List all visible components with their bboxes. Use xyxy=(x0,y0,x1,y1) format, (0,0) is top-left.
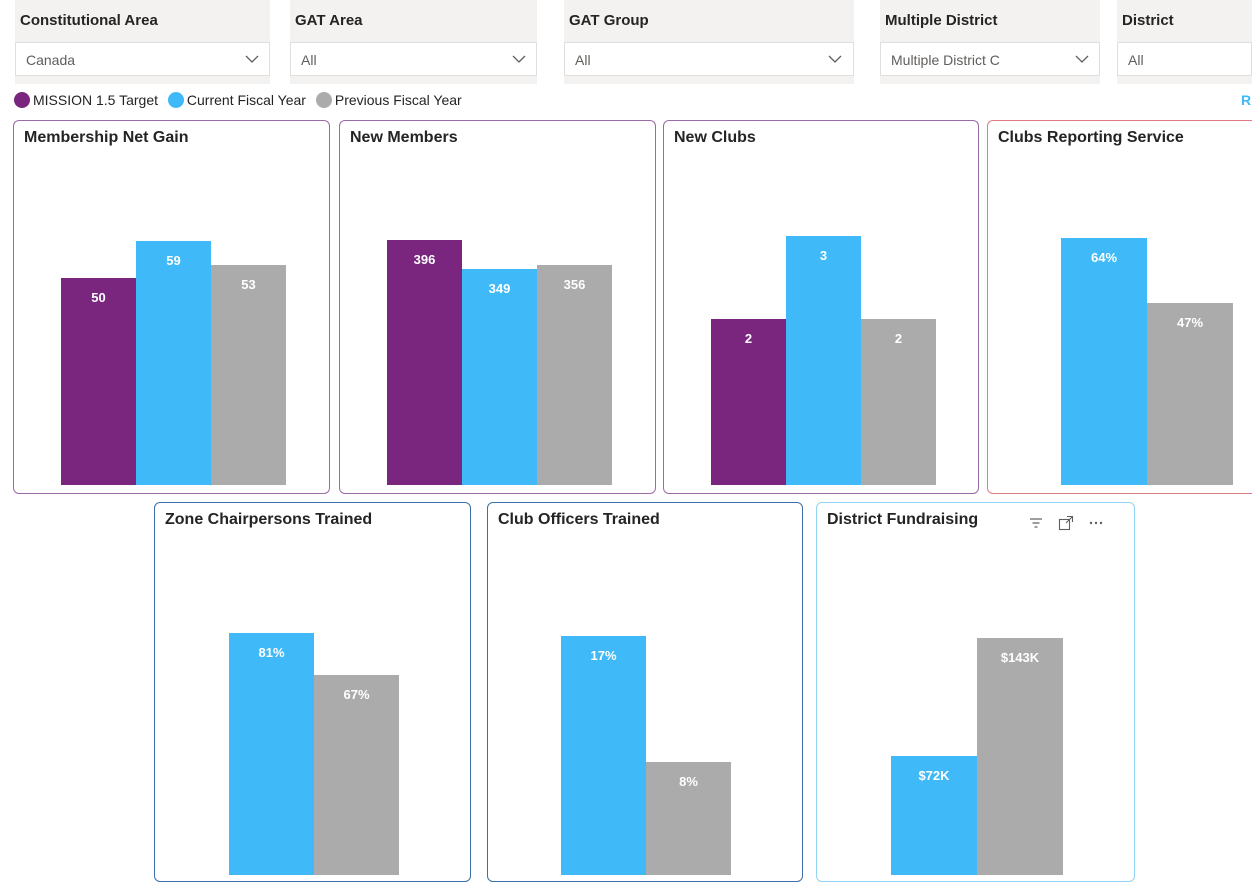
card-title: Membership Net Gain xyxy=(24,129,189,146)
legend-item-previous-fiscal-year[interactable]: Previous Fiscal Year xyxy=(315,92,462,108)
bar-previous-fy[interactable] xyxy=(537,265,612,485)
constitutional-area-dropdown[interactable]: Canada xyxy=(15,42,270,76)
bar-previous-fy[interactable] xyxy=(977,638,1063,875)
bar-current-fy[interactable] xyxy=(462,269,537,485)
filter-icon[interactable] xyxy=(1027,515,1045,531)
bar-data-label: 8% xyxy=(679,774,698,789)
card-title: Club Officers Trained xyxy=(498,511,660,528)
visual-header-toolbar xyxy=(1027,515,1105,531)
card-district-fundraising[interactable]: District Fundraising $72K $143K xyxy=(816,502,1135,882)
legend-dot-icon xyxy=(14,92,30,108)
card-zone-chairpersons-trained[interactable]: Zone Chairpersons Trained 81% 67% xyxy=(154,502,471,882)
bar-previous-fy[interactable] xyxy=(1147,303,1233,485)
bar-current-fy[interactable] xyxy=(891,756,977,875)
bar-current-fy[interactable] xyxy=(561,636,646,875)
card-new-clubs[interactable]: New Clubs 2 3 2 xyxy=(663,120,979,494)
slicer-selected-value: All xyxy=(575,52,591,68)
bar-data-label: $72K xyxy=(918,768,950,783)
bar-mission-target[interactable] xyxy=(387,240,462,485)
legend-label: Previous Fiscal Year xyxy=(334,92,462,108)
bar-data-label: 67% xyxy=(343,687,370,702)
bar-data-label: 356 xyxy=(563,277,586,292)
gat-group-dropdown[interactable]: All xyxy=(564,42,854,76)
legend-item-mission-target[interactable]: MISSION 1.5 Target xyxy=(14,92,158,108)
bar-previous-fy[interactable] xyxy=(646,762,731,875)
slicer-constitutional-area: Constitutional Area Canada xyxy=(15,0,270,84)
bar-current-fy[interactable] xyxy=(229,633,314,875)
bar-data-label: 17% xyxy=(590,648,617,663)
bar-data-label: 3 xyxy=(819,248,828,263)
chevron-down-icon xyxy=(1075,55,1089,63)
slicer-selected-value: Canada xyxy=(26,52,76,68)
legend-label: Current Fiscal Year xyxy=(186,92,306,108)
card-new-members[interactable]: New Members 396 349 356 xyxy=(339,120,656,494)
bar-current-fy[interactable] xyxy=(786,236,861,485)
bar-mission-target[interactable] xyxy=(61,278,136,485)
chevron-down-icon xyxy=(828,55,842,63)
slicer-multiple-district: Multiple District Multiple District C xyxy=(880,0,1100,84)
card-club-officers-trained[interactable]: Club Officers Trained 17% 8% xyxy=(487,502,803,882)
slicer-gat-group: GAT Group All xyxy=(564,0,854,84)
slicer-district: District All xyxy=(1117,0,1252,84)
bar-previous-fy[interactable] xyxy=(211,265,286,485)
slicer-title: GAT Area xyxy=(295,12,363,29)
bar-current-fy[interactable] xyxy=(136,241,211,485)
bar-data-label: 396 xyxy=(413,252,436,267)
bar-data-label: 47% xyxy=(1176,315,1204,330)
bar-data-label: 2 xyxy=(744,331,753,346)
legend-label: MISSION 1.5 Target xyxy=(33,92,159,108)
card-title: District Fundraising xyxy=(827,511,979,528)
chart-legend: MISSION 1.5 Target Current Fiscal Year P… xyxy=(14,92,468,111)
slicer-title: Constitutional Area xyxy=(20,12,158,29)
bar-data-label: 2 xyxy=(894,331,903,346)
multiple-district-dropdown[interactable]: Multiple District C xyxy=(880,42,1100,76)
card-clubs-reporting-service[interactable]: Clubs Reporting Service 64% 47% xyxy=(987,120,1252,494)
card-title: New Members xyxy=(350,129,458,146)
more-options-icon[interactable] xyxy=(1087,515,1105,531)
card-title: New Clubs xyxy=(674,129,756,146)
bar-current-fy[interactable] xyxy=(1061,238,1147,485)
slicer-title: GAT Group xyxy=(569,12,649,29)
bar-data-label: 50 xyxy=(91,290,106,305)
legend-dot-icon xyxy=(315,92,332,108)
bar-previous-fy[interactable] xyxy=(314,675,399,875)
bar-data-label: 81% xyxy=(258,645,285,660)
chevron-down-icon xyxy=(512,55,526,63)
slicer-title: Multiple District xyxy=(885,12,998,29)
bar-previous-fy[interactable] xyxy=(861,319,936,485)
district-dropdown[interactable]: All xyxy=(1117,42,1252,76)
bar-data-label: 53 xyxy=(241,277,256,292)
legend-dot-icon xyxy=(167,92,184,108)
bar-data-label: 349 xyxy=(488,281,511,296)
slicer-selected-value: Multiple District C xyxy=(891,52,1000,68)
truncated-header-text: R xyxy=(1241,92,1252,108)
slicer-gat-area: GAT Area All xyxy=(290,0,537,84)
card-title: Clubs Reporting Service xyxy=(998,129,1184,146)
chevron-down-icon xyxy=(245,55,259,63)
bar-data-label: 64% xyxy=(1090,250,1118,265)
focus-mode-icon[interactable] xyxy=(1057,515,1075,531)
slicer-selected-value: All xyxy=(301,52,317,68)
card-title: Zone Chairpersons Trained xyxy=(165,511,373,528)
filter-bar: Constitutional Area Canada GAT Area All … xyxy=(0,0,1252,84)
legend-item-current-fiscal-year[interactable]: Current Fiscal Year xyxy=(167,92,306,108)
gat-area-dropdown[interactable]: All xyxy=(290,42,537,76)
card-membership-net-gain[interactable]: Membership Net Gain 50 59 53 xyxy=(13,120,330,494)
slicer-selected-value: All xyxy=(1128,52,1144,68)
slicer-title: District xyxy=(1122,12,1174,29)
bar-data-label: 59 xyxy=(166,253,181,268)
bar-mission-target[interactable] xyxy=(711,319,786,485)
bar-data-label: $143K xyxy=(1000,650,1040,665)
